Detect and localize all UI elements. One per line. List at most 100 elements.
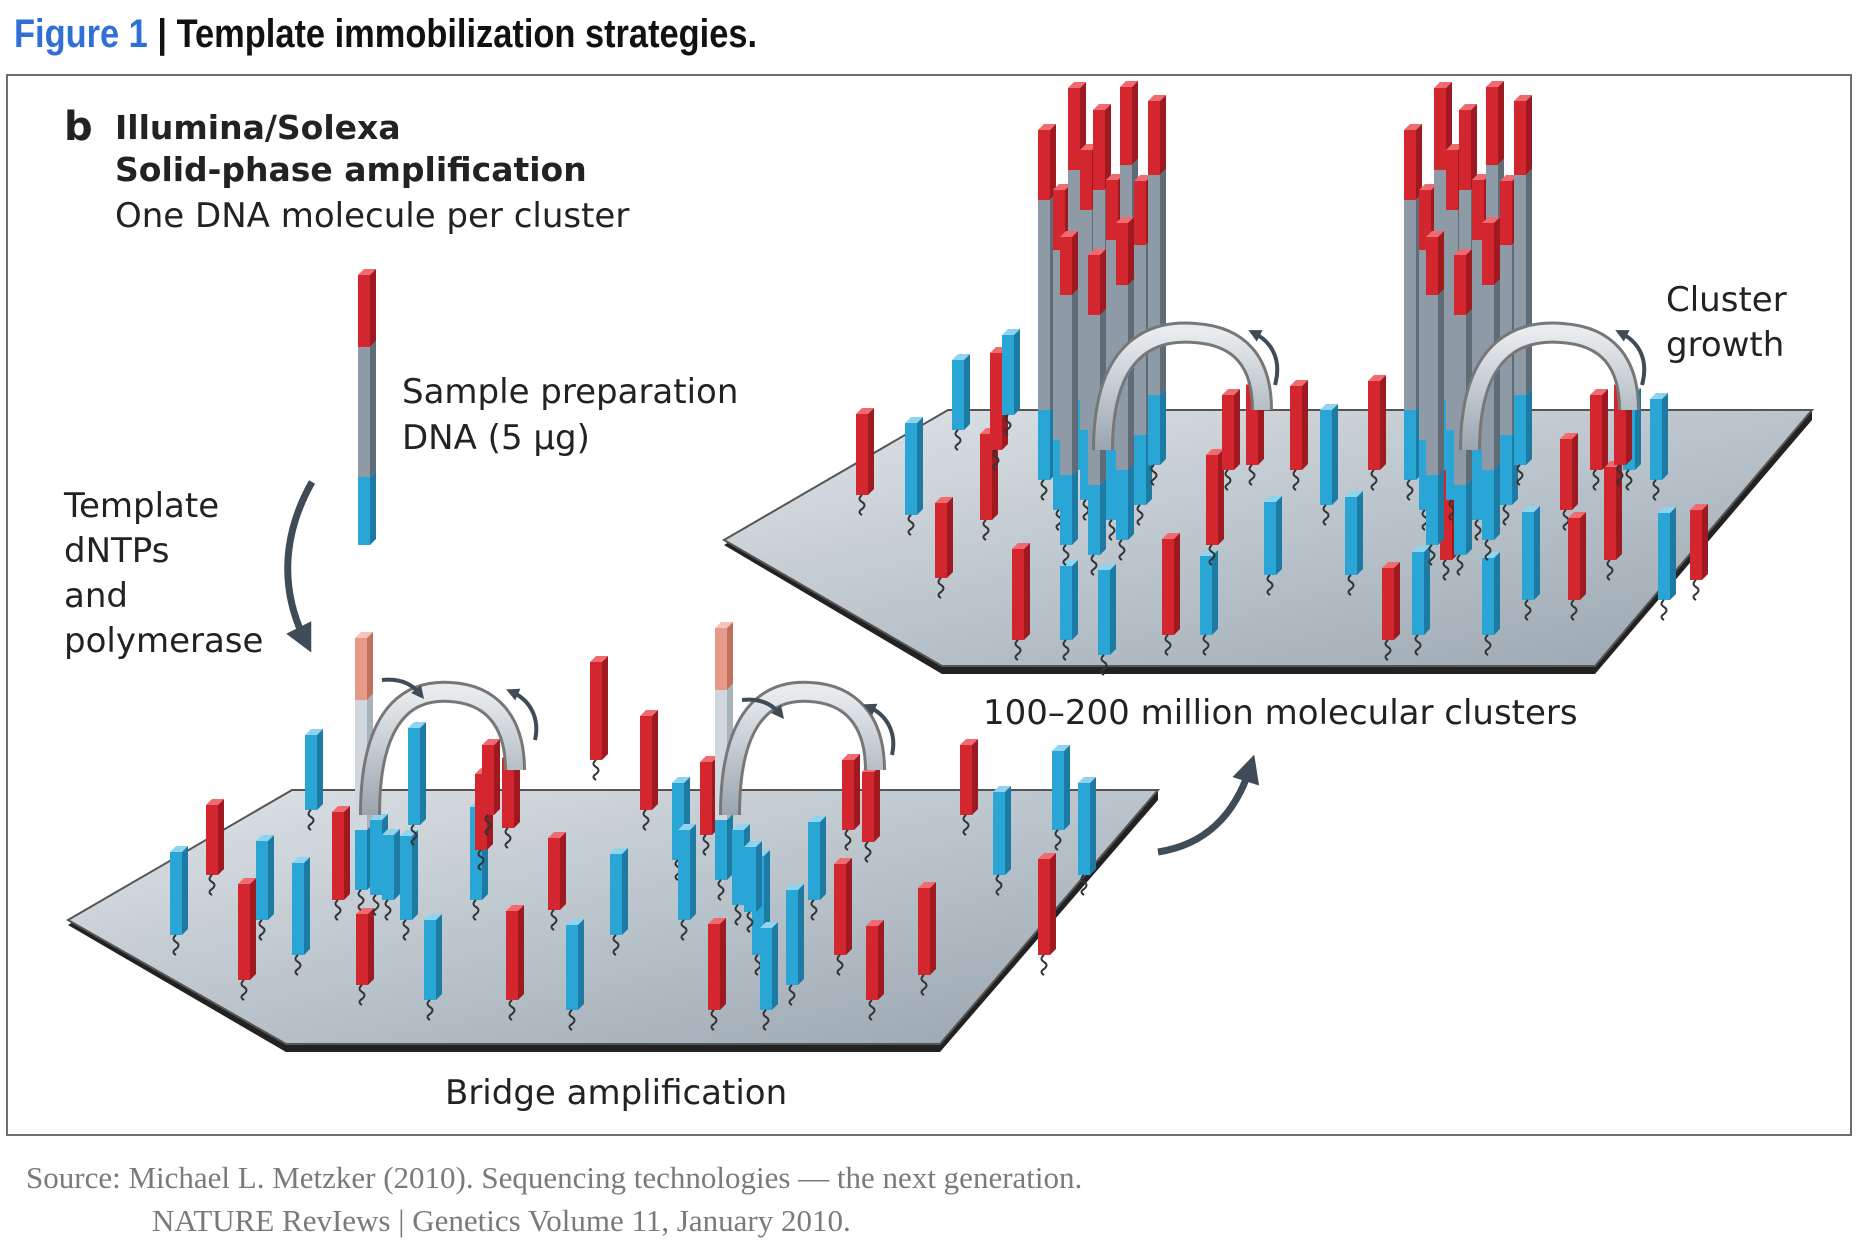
bridge-strand-2 xyxy=(238,878,256,1001)
cluster-strand-15 xyxy=(1320,404,1338,526)
bridge-arrow-right-b xyxy=(863,703,896,756)
bridge-arrow-left-b xyxy=(506,688,539,741)
cluster-growth-label-2: growth xyxy=(1666,325,1785,365)
sample-dna-label: DNA (5 µg) xyxy=(402,418,590,458)
cluster-strand-16 xyxy=(1345,491,1363,596)
bridge-strand-32 xyxy=(1038,853,1056,976)
bridge-primer-left-b xyxy=(382,829,400,921)
bridge-arrow-left-a xyxy=(381,677,425,699)
sample-prep-label: Sample preparation xyxy=(402,372,739,412)
source-citation-line1: Source: Michael L. Metzker (2010). Seque… xyxy=(26,1160,1083,1195)
cluster-strand-7 xyxy=(1012,543,1030,661)
polymerase-label: polymerase xyxy=(64,621,264,661)
cluster-strand-18 xyxy=(1382,562,1400,661)
panel-heading-platform: Illumina/Solexa xyxy=(115,108,401,147)
bridge-strand-9 xyxy=(408,722,426,846)
cluster-strand-11 xyxy=(1200,550,1218,656)
bridge-strand-4 xyxy=(292,857,310,976)
bridge-strand-26 xyxy=(808,816,826,921)
cluster-a-column-8 xyxy=(1148,95,1166,486)
bridge-strand-20 xyxy=(678,824,696,941)
cluster-strand-3 xyxy=(935,497,953,599)
panel-heading-method: Solid-phase amplification xyxy=(115,150,587,189)
cluster-b-column-8 xyxy=(1514,95,1532,486)
bridge-strand-5 xyxy=(305,729,323,831)
figure-separator: | xyxy=(157,12,168,56)
bridge-strand-16 xyxy=(590,656,608,781)
cluster-arch-left xyxy=(1092,321,1273,451)
cluster-strand-17 xyxy=(1368,375,1386,491)
cluster-strand-14 xyxy=(1290,380,1308,491)
bridge-strand-22 xyxy=(708,918,726,1031)
template-arrow xyxy=(284,480,316,653)
cluster-strand-12 xyxy=(1206,449,1224,566)
bridge-strands xyxy=(170,622,1096,1031)
bridge-strand-14 xyxy=(548,832,566,931)
panel-heading-description: One DNA molecule per cluster xyxy=(115,196,630,236)
bridge-strand-13 xyxy=(506,905,524,1021)
sample-dna-strand xyxy=(358,269,376,545)
cluster-b-column-0 xyxy=(1404,124,1422,501)
cluster-strand-24 xyxy=(1568,512,1586,621)
cluster-a-column-0 xyxy=(1038,124,1056,501)
bridge-primer-right-b xyxy=(744,841,762,933)
bridge-strand-30 xyxy=(960,739,978,836)
bridge-strand-27 xyxy=(834,858,852,976)
figure-caption: Template immobilization strategies. xyxy=(176,12,758,56)
template-label: Template xyxy=(64,486,220,526)
bridge-strand-1 xyxy=(170,846,188,956)
source-citation-line2: NATURE RevIews | Genetics Volume 11, Jan… xyxy=(152,1203,851,1238)
cluster-arrow-right xyxy=(1615,330,1647,386)
cluster-strand-27 xyxy=(1658,507,1676,621)
bridge-strand-31 xyxy=(993,786,1011,896)
bridge-strand-28 xyxy=(866,920,884,1021)
bridge-strand-34 xyxy=(1078,777,1096,896)
cluster-arch-right xyxy=(1459,321,1640,451)
and-label: and xyxy=(64,576,128,616)
cluster-strand-10 xyxy=(1162,533,1180,656)
cluster-strand-1 xyxy=(856,408,874,516)
cluster-a-copy-1 xyxy=(1222,389,1240,491)
bridge-strand-17 xyxy=(610,848,628,956)
figure-title: Figure 1 | Template immobilization strat… xyxy=(14,8,757,60)
cluster-strand-22 xyxy=(1522,506,1540,621)
cluster-b-copy-1 xyxy=(1590,389,1608,491)
bridge-strand-33 xyxy=(1052,745,1070,851)
cluster-strand-8 xyxy=(1060,560,1078,661)
dntps-label: dNTPs xyxy=(64,531,170,571)
cluster-strand-4 xyxy=(980,428,998,541)
to-clusters-arrow xyxy=(1157,754,1260,856)
sample-dna-molecule xyxy=(358,269,376,545)
panel-letter: b xyxy=(64,104,93,150)
bridge-copy-right-a xyxy=(842,754,860,851)
bridge-strand-6 xyxy=(332,806,350,921)
cluster-strand-6 xyxy=(1002,329,1020,436)
cluster-strand-13 xyxy=(1264,496,1282,596)
cluster-strand-2 xyxy=(905,417,923,536)
bridge-strand-3 xyxy=(256,835,274,941)
cluster-strand-19 xyxy=(1412,546,1430,656)
cluster-strand-29 xyxy=(1650,393,1668,501)
cluster-strand-28 xyxy=(1690,504,1708,601)
bridge-strand-29 xyxy=(918,882,936,996)
bridge-strand-25 xyxy=(786,884,804,1006)
clusters-caption: 100–200 million molecular clusters xyxy=(983,693,1578,733)
cluster-growth-label-1: Cluster xyxy=(1666,280,1787,320)
cluster-b-column-9 xyxy=(1426,231,1444,566)
bridge-arrow-right-a xyxy=(741,697,785,719)
cluster-a-column-9 xyxy=(1060,231,1078,566)
bridge-caption: Bridge amplification xyxy=(445,1073,788,1113)
figure-number: Figure 1 xyxy=(14,12,148,56)
bridge-strand-18 xyxy=(640,710,658,831)
bridge-strand-24 xyxy=(760,922,778,1031)
bridge-arch-left xyxy=(359,680,526,816)
bridge-strand-15 xyxy=(566,919,584,1031)
cluster-strand-9 xyxy=(1098,564,1116,676)
bridge-strand-7 xyxy=(356,908,374,1006)
cluster-strand-23 xyxy=(1560,433,1578,531)
cluster-strand-0 xyxy=(952,354,970,451)
cluster-arrow-left xyxy=(1248,330,1280,386)
bridge-arch-right xyxy=(719,680,886,816)
cluster-strand-25 xyxy=(1604,461,1622,581)
